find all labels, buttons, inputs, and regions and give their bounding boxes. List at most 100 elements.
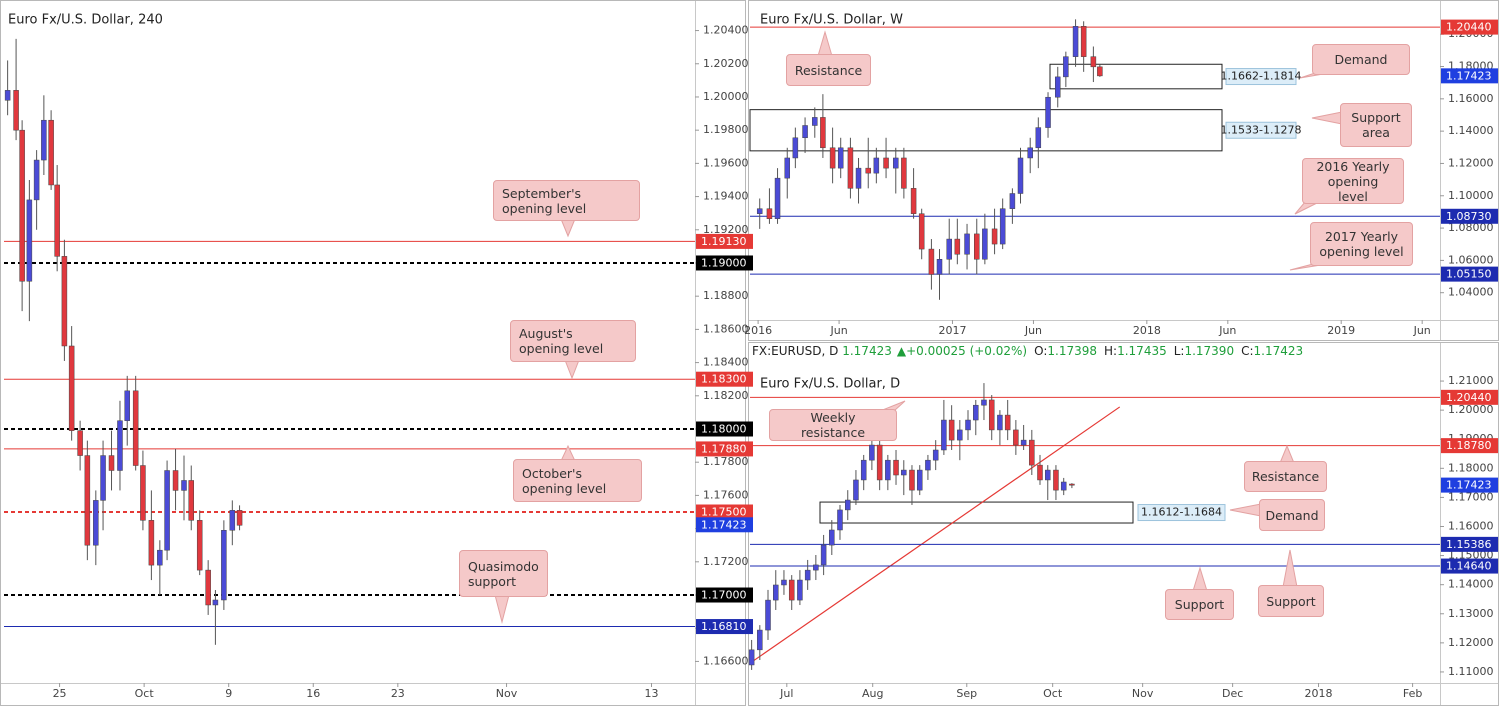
candle-body xyxy=(140,465,146,521)
x-tick-label: Sep xyxy=(956,687,977,700)
y-tick-label: 1.20000 xyxy=(703,90,749,103)
callout: October's opening level xyxy=(513,459,642,502)
candle-body xyxy=(48,119,54,186)
candle-body xyxy=(196,520,203,571)
level-label: 1.18000 xyxy=(701,422,747,435)
panel-frame xyxy=(748,342,1499,706)
zone xyxy=(1049,63,1223,90)
x-tick-label: 2016 xyxy=(744,324,772,337)
callout: Resistance xyxy=(786,54,871,86)
candle-body xyxy=(1090,56,1097,68)
y-tick-label: 1.18600 xyxy=(703,322,749,335)
level-label-box xyxy=(696,504,753,520)
candle-body xyxy=(855,167,862,189)
zone-label: 1.1662-1.1814 xyxy=(1221,70,1302,83)
candle-body xyxy=(1072,26,1079,57)
level-label: 1.20440 xyxy=(1446,21,1492,34)
candle-body xyxy=(61,256,68,347)
candle-body xyxy=(205,569,211,606)
quote-line: FX:EURUSD, D 1.17423 ▲+0.00025 (+0.02%) O:… xyxy=(752,344,1308,358)
x-tick-label: 2017 xyxy=(938,324,966,337)
y-tick-label: 1.14000 xyxy=(1448,578,1494,591)
candle-body xyxy=(853,479,859,501)
level-label: 1.17423 xyxy=(1446,69,1492,82)
candle-body xyxy=(946,238,952,260)
callout: Demand xyxy=(1312,44,1410,75)
candle-body xyxy=(991,228,998,245)
candle-body xyxy=(981,399,987,406)
candle-body xyxy=(941,419,947,451)
level-label-box xyxy=(696,441,753,457)
candle-body xyxy=(1045,469,1051,481)
level-label: 1.17880 xyxy=(701,442,747,455)
x-tick-label: 16 xyxy=(306,687,320,700)
x-tick-label: 2019 xyxy=(1327,324,1355,337)
callout: Support xyxy=(1165,589,1234,620)
candle-body xyxy=(797,579,803,601)
level-label: 1.17000 xyxy=(701,589,747,602)
candle-body xyxy=(820,544,827,566)
candle-body xyxy=(964,233,970,255)
candle-body xyxy=(132,390,139,466)
candle-body xyxy=(229,510,236,531)
x-tick-label: 23 xyxy=(391,687,405,700)
y-tick-label: 1.21000 xyxy=(1448,374,1494,387)
candle-body xyxy=(885,459,891,481)
candle-body xyxy=(54,184,60,257)
level-label: 1.16810 xyxy=(701,620,747,633)
callout: Demand xyxy=(1259,499,1325,531)
candle-body xyxy=(820,117,826,149)
y-tick-label: 1.08000 xyxy=(1448,221,1494,234)
y-tick-label: 1.16000 xyxy=(1448,520,1494,533)
candle-body xyxy=(100,455,106,501)
x-tick-label: 13 xyxy=(645,687,659,700)
y-tick-label: 1.18800 xyxy=(703,289,749,302)
candle-body xyxy=(812,117,818,126)
candle-body xyxy=(974,233,980,260)
candle-body xyxy=(212,599,219,606)
candle-body xyxy=(893,157,899,169)
level-label: 1.20440 xyxy=(1446,391,1492,404)
level-label-box xyxy=(696,233,753,249)
candle-body xyxy=(837,509,843,531)
level-label-box xyxy=(1441,438,1498,454)
level-label: 1.19130 xyxy=(701,235,747,248)
level-label-box xyxy=(696,421,753,437)
candle-body xyxy=(910,188,917,214)
callout: August's opening level xyxy=(510,320,636,362)
candle-body xyxy=(757,629,763,651)
up-arrow-icon: ▲ xyxy=(896,344,907,358)
candle-body xyxy=(221,530,227,601)
y-tick-label: 1.19200 xyxy=(703,223,749,236)
y-tick-label: 1.10000 xyxy=(1448,189,1494,202)
candle-body xyxy=(918,213,925,250)
candle-body xyxy=(124,390,130,421)
level-label: 1.14640 xyxy=(1446,560,1492,573)
candle-body xyxy=(948,419,955,441)
candle-body xyxy=(928,248,935,275)
candle-body xyxy=(916,469,923,491)
candle-body xyxy=(781,579,787,586)
level-label: 1.05150 xyxy=(1446,268,1492,281)
y-tick-label: 1.20400 xyxy=(703,24,749,37)
candle-body xyxy=(893,459,899,476)
level-label-box xyxy=(1441,558,1498,574)
x-tick-label: Jun xyxy=(1218,324,1236,337)
zone-label: 1.1533-1.1278 xyxy=(1221,123,1302,136)
candle-body xyxy=(784,157,791,179)
candle-body xyxy=(236,510,243,526)
trendline xyxy=(751,406,1121,663)
x-tick-label: 2018 xyxy=(1305,687,1333,700)
y-tick-label: 1.16600 xyxy=(703,654,749,667)
y-tick-label: 1.19800 xyxy=(703,123,749,136)
candle-body xyxy=(845,499,851,511)
ohlc: O:1.17398 H:1.17435 L:1.17390 C:1.17423 xyxy=(1032,344,1308,358)
candle-body xyxy=(1020,439,1027,446)
candle-body xyxy=(1029,439,1035,466)
y-tick-label: 1.17000 xyxy=(1448,490,1494,503)
y-tick-label: 1.17600 xyxy=(703,488,749,501)
candle-body xyxy=(1053,469,1059,491)
y-tick-label: 1.04000 xyxy=(1448,286,1494,299)
candle-body xyxy=(1009,193,1016,209)
